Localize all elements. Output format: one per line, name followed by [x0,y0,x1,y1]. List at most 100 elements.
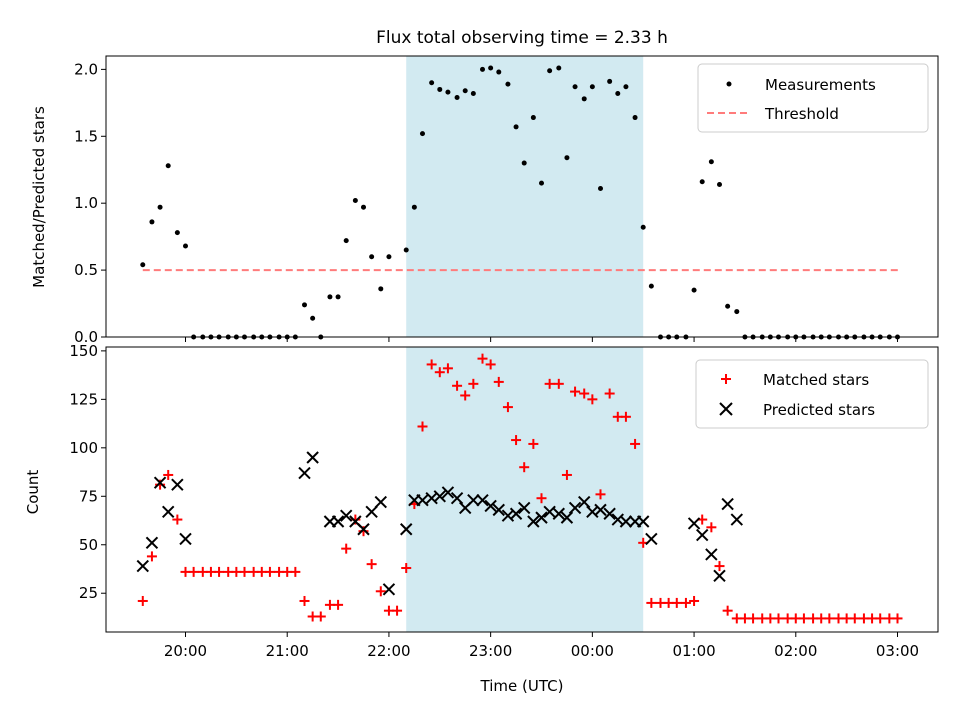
predicted-star-point [441,486,455,499]
matched-star-point [722,605,733,616]
predicted-star-point [298,466,311,480]
matched-legend-marker [721,374,731,384]
threshold-legend-label: Threshold [764,105,839,123]
count-panel-shading [406,347,644,632]
predicted-star-point [153,476,167,489]
count-legend-frame [695,359,929,429]
predicted-star-point [340,509,353,522]
predicted-star-point [518,501,531,515]
predicted-star-point [400,523,413,536]
matched-star-point [892,613,903,624]
predicted-star-point [560,511,574,524]
measurement-point [470,90,476,96]
matched-star-point [620,411,631,422]
matched-star-point [536,493,547,504]
measurement-point [140,262,146,268]
measurement-point [157,204,163,210]
predicted-star-point [543,505,556,519]
matched-star-point [587,394,598,405]
predicted-star-point [331,515,345,528]
predicted-star-point [594,503,607,517]
ratio-panel-legend: Measurements Threshold [697,63,929,133]
matched-star-point [553,378,564,389]
matched-star-point [299,595,310,606]
matched-star-point [671,597,682,608]
count-panel-y-label: Count [24,470,42,515]
matched-star-point [452,380,463,391]
predicted-star-point [527,515,540,528]
matched-star-point [630,438,641,449]
y-tick-label: 0.0 [74,328,98,346]
matched-star-point [375,586,386,597]
matched-star-point [392,605,403,616]
y-tick-label: 1.0 [74,194,98,212]
matched-star-point [689,595,700,606]
measurement-point [708,159,714,165]
ratio-panel-shading [406,56,644,337]
predicted-star-point [476,493,489,507]
measurement-point [419,131,425,137]
y-tick-label: 1.5 [74,127,98,145]
matched-star-point [714,561,725,572]
measurement-point [403,247,409,253]
predicted-star-point [365,505,378,519]
predicted-star-point [171,478,184,491]
measurement-point [615,90,621,96]
matched-star-point [561,469,572,480]
predicted-star-point [382,583,396,596]
y-tick-label: 100 [69,439,98,457]
measurement-point [564,155,570,161]
measurement-point [302,302,308,308]
predicted-star-point [484,499,497,513]
measurement-point [327,294,333,300]
x-axis-label: Time (UTC) [480,677,564,695]
predicted-star-point [416,493,429,507]
measurement-point [607,78,613,84]
measurement-point [725,303,731,309]
matched-star-point [511,435,522,446]
measurement-point [539,180,544,186]
ratio-panel-frame [105,55,939,338]
count-panel: 25 50 75 100 125 150 20:00 21:00 22:00 23:00 00:0… [24,342,939,660]
measurement-point [386,254,392,260]
matched-star-point [595,489,606,500]
matched-star-point [333,599,344,610]
predicted-legend-label: Predicted stars [763,401,875,419]
matched-star-point [528,438,539,449]
measurement-point [174,230,180,236]
y-tick-label: 150 [69,342,98,360]
measurement-point [149,219,155,225]
matched-star-point [544,378,555,389]
predicted-star-point [357,523,370,536]
measurement-point [699,179,705,185]
measurement-point [734,309,740,315]
measurement-point [530,115,536,121]
matched-star-point [493,376,504,387]
matched-star-point [315,611,326,622]
matched-star-point [417,421,428,432]
chart-title: Flux total observing time = 2.33 h [376,28,668,48]
predicted-star-point [705,548,718,561]
matched-star-point [350,514,361,525]
measurement-point [352,198,358,204]
measurement-point [581,96,587,102]
matched-star-point [519,462,530,473]
measurement-point [547,68,553,74]
predicted-star-point [492,503,505,517]
predicted-star-point [450,492,464,505]
predicted-star-point [696,528,709,542]
matched-star-point [468,378,479,389]
predicted-star-point [713,569,726,582]
measurement-point [556,65,562,71]
matched-star-point [239,566,250,577]
measurement-point [411,204,417,210]
matched-star-point [366,559,377,570]
measurement-point [488,65,494,71]
predicted-star-point [603,507,616,520]
matched-star-point [401,563,412,574]
measurement-point [496,69,502,75]
matched-star-point [680,597,691,608]
measurement-point [343,238,349,244]
x-tick-label: 20:00 [164,642,207,660]
ratio-panel-x-ticks [185,337,898,342]
